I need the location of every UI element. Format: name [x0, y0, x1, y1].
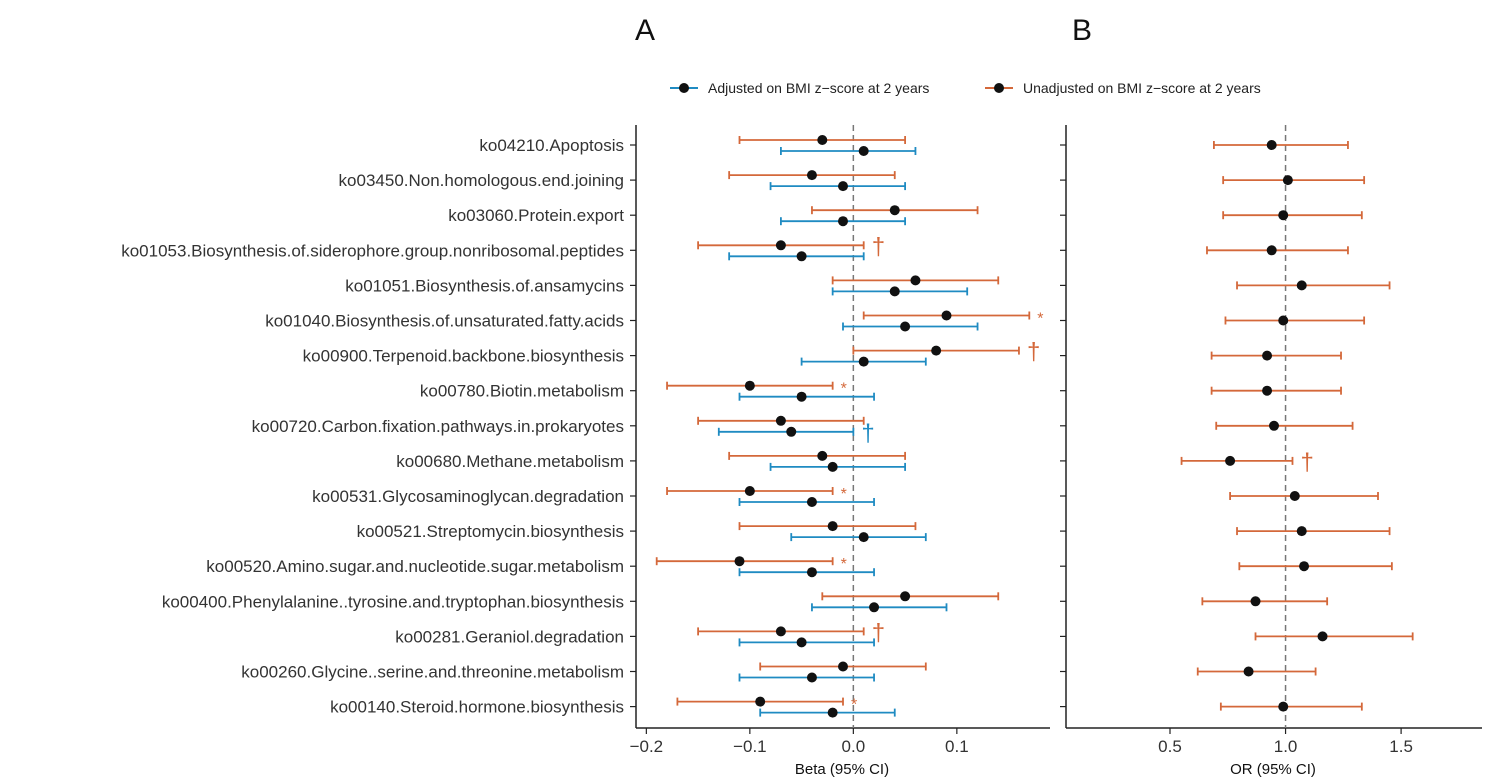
category-label: ko00900.Terpenoid.backbone.biosynthesis — [303, 347, 624, 366]
panel-a-label: A — [635, 14, 655, 47]
adjusted-point-estimate — [796, 391, 807, 402]
adjusted-point-estimate — [806, 567, 817, 578]
category-label: ko00400.Phenylalanine..tyrosine.and.tryp… — [162, 592, 624, 611]
unadjusted-point-estimate — [1262, 385, 1273, 396]
panel-b-x-axis-label: OR (95% CI) — [1230, 761, 1316, 778]
category-label: ko01051.Biosynthesis.of.ansamycins — [345, 276, 624, 295]
category-label: ko00720.Carbon.fixation.pathways.in.prok… — [252, 417, 624, 436]
unadjusted-significance-mark: * — [841, 486, 847, 503]
adjusted-point-estimate — [858, 146, 869, 156]
x-tick-label: −0.2 — [630, 737, 664, 756]
adjusted-significance-mark: † — [861, 420, 874, 447]
adjusted-point-estimate — [838, 216, 848, 227]
unadjusted-point-estimate — [910, 275, 921, 286]
unadjusted-point-estimate — [775, 240, 786, 251]
unadjusted-point-estimate — [1278, 315, 1289, 326]
category-label: ko01053.Biosynthesis.of.siderophore.grou… — [121, 241, 624, 260]
adjusted-point-estimate — [796, 251, 807, 262]
unadjusted-point-estimate — [941, 310, 952, 321]
unadjusted-point-estimate — [900, 591, 911, 602]
unadjusted-point-estimate — [775, 626, 786, 637]
category-label: ko00140.Steroid.hormone.biosynthesis — [330, 698, 624, 717]
unadjusted-point-estimate — [755, 696, 766, 707]
legend-adjusted-label: Adjusted on BMI z−score at 2 years — [708, 80, 929, 96]
unadjusted-point-estimate — [1266, 140, 1277, 150]
legend-unadjusted-point — [994, 83, 1004, 93]
unadjusted-point-estimate — [1317, 631, 1328, 642]
category-label: ko04210.Apoptosis — [479, 136, 624, 155]
x-tick-label: 0.5 — [1158, 737, 1182, 756]
panel-b-label: B — [1072, 14, 1092, 47]
adjusted-point-estimate — [889, 286, 900, 297]
unadjusted-point-estimate — [806, 170, 817, 181]
unadjusted-significance-mark: † — [1027, 339, 1040, 366]
unadjusted-significance-mark: * — [1037, 311, 1043, 328]
unadjusted-point-estimate — [827, 521, 838, 532]
unadjusted-significance-mark: * — [851, 697, 857, 714]
unadjusted-point-estimate — [1296, 526, 1307, 537]
unadjusted-point-estimate — [744, 380, 755, 391]
unadjusted-point-estimate — [1299, 561, 1310, 572]
unadjusted-significance-mark: † — [872, 233, 885, 260]
category-label: ko01040.Biosynthesis.of.unsaturated.fatt… — [265, 312, 624, 331]
unadjusted-point-estimate — [1278, 210, 1289, 221]
x-tick-label: 1.5 — [1389, 737, 1413, 756]
unadjusted-point-estimate — [1282, 175, 1293, 186]
unadjusted-point-estimate — [817, 450, 828, 461]
unadjusted-point-estimate — [889, 205, 900, 216]
unadjusted-significance-mark: † — [1300, 449, 1313, 476]
adjusted-point-estimate — [827, 707, 838, 718]
legend: Adjusted on BMI z−score at 2 years Unadj… — [670, 80, 1261, 96]
unadjusted-point-estimate — [1262, 350, 1273, 361]
unadjusted-point-estimate — [1243, 666, 1254, 677]
adjusted-point-estimate — [786, 426, 797, 437]
panel-b-plot: 0.5 1.0 1.5 † — [1060, 125, 1482, 756]
unadjusted-point-estimate — [775, 415, 786, 426]
unadjusted-point-estimate — [1289, 491, 1300, 501]
unadjusted-point-estimate — [817, 135, 828, 145]
adjusted-point-estimate — [869, 602, 880, 613]
unadjusted-point-estimate — [1269, 420, 1279, 431]
category-label: ko03060.Protein.export — [448, 206, 624, 225]
x-tick-label: 0.1 — [945, 737, 969, 756]
unadjusted-significance-mark: † — [872, 619, 885, 646]
panel-a-plot: −0.2 −0.1 0.0 0.1 ko04210.Apoptosis ko03450.N… — [121, 125, 1050, 756]
unadjusted-significance-mark: * — [841, 381, 847, 398]
category-label: ko00260.Glycine..serine.and.threonine.me… — [241, 663, 624, 682]
category-label: ko00780.Biotin.metabolism — [420, 382, 624, 401]
unadjusted-point-estimate — [734, 556, 745, 567]
category-label: ko00281.Geraniol.degradation — [395, 627, 624, 646]
unadjusted-point-estimate — [1225, 455, 1236, 466]
adjusted-point-estimate — [838, 181, 848, 192]
adjusted-point-estimate — [858, 356, 869, 367]
unadjusted-point-estimate — [744, 486, 755, 496]
legend-adjusted-point — [679, 83, 689, 93]
unadjusted-significance-mark: * — [841, 556, 847, 573]
legend-unadjusted-label: Unadjusted on BMI z−score at 2 years — [1023, 80, 1261, 96]
category-label: ko00680.Methane.metabolism — [396, 452, 624, 471]
unadjusted-point-estimate — [1296, 280, 1307, 291]
category-label: ko00531.Glycosaminoglycan.degradation — [312, 487, 624, 506]
unadjusted-point-estimate — [931, 345, 942, 356]
x-tick-label: 1.0 — [1274, 737, 1298, 756]
adjusted-point-estimate — [806, 497, 817, 507]
unadjusted-point-estimate — [1266, 245, 1277, 256]
panel-a-x-axis-label: Beta (95% CI) — [795, 761, 889, 778]
category-label: ko00521.Streptomycin.biosynthesis — [357, 522, 624, 541]
adjusted-point-estimate — [827, 461, 838, 472]
adjusted-point-estimate — [858, 532, 869, 543]
unadjusted-point-estimate — [1278, 701, 1289, 712]
x-tick-label: −0.1 — [733, 737, 767, 756]
adjusted-point-estimate — [900, 321, 911, 332]
category-label: ko00520.Amino.sugar.and.nucleotide.sugar… — [206, 557, 624, 576]
adjusted-point-estimate — [796, 637, 807, 648]
unadjusted-point-estimate — [1250, 596, 1261, 607]
unadjusted-point-estimate — [838, 661, 848, 672]
x-tick-label: 0.0 — [842, 737, 866, 756]
category-label: ko03450.Non.homologous.end.joining — [339, 171, 624, 190]
adjusted-point-estimate — [806, 672, 817, 683]
